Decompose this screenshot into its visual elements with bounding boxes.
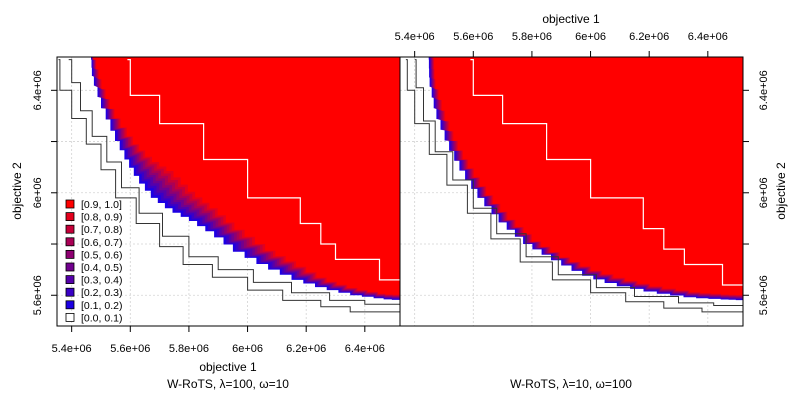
legend-label: [0.5, 0.6) xyxy=(81,249,122,261)
legend-swatch xyxy=(65,262,75,272)
outer-attainment-line xyxy=(414,59,743,307)
legend-swatch xyxy=(65,224,75,234)
panel-subtitle-left: W-RoTS, λ=100, ω=10 xyxy=(167,377,289,391)
axes: 5.4e+06 5.4e+06 5.6e+06 5.6e+06 5.8e+06 5.8e+… xyxy=(32,31,770,355)
best-attainment-line xyxy=(127,59,400,281)
x-tick-label-top: 5.8e+06 xyxy=(512,31,552,43)
x-tick-label-bottom: 5.8e+06 xyxy=(169,343,209,355)
x-tick-label-bottom: 5.6e+06 xyxy=(110,343,150,355)
x-tick-label-top: 5.4e+06 xyxy=(395,31,435,43)
outer-attainment-line xyxy=(68,59,400,306)
legend-swatch xyxy=(65,312,75,322)
outer-attainment-line xyxy=(58,59,400,314)
y-axis-title-right: objective 2 xyxy=(774,162,788,220)
legend-label: [0.8, 0.9) xyxy=(81,212,122,224)
attainment-band-9 xyxy=(93,57,400,296)
x-tick-label-bottom: 6e+06 xyxy=(232,343,263,355)
outer-attainment-line xyxy=(405,59,743,314)
legend-label: [0.1, 0.2) xyxy=(81,300,122,312)
legend-swatch xyxy=(65,287,75,297)
attainment-band-9 xyxy=(433,57,743,296)
y-tick-label-left: 5.6e+06 xyxy=(32,275,44,315)
y-tick-label-left: 6.4e+06 xyxy=(32,70,44,110)
panel-1-plot-area xyxy=(57,57,400,326)
legend-label: [0.0, 0.1) xyxy=(81,312,122,324)
y-tick-label-right: 5.6e+06 xyxy=(758,275,770,315)
y-tick-label-right: 6e+06 xyxy=(758,177,770,208)
x-axis-title-bottom: objective 1 xyxy=(199,360,257,374)
x-tick-label-bottom: 5.4e+06 xyxy=(52,343,92,355)
legend-swatch xyxy=(65,199,75,209)
y-axis-title-left: objective 2 xyxy=(10,162,24,220)
panel-2-frame xyxy=(399,56,744,327)
legend-label: [0.6, 0.7) xyxy=(81,237,122,249)
x-tick-label-top: 6.2e+06 xyxy=(629,31,669,43)
legend-swatch xyxy=(65,237,75,247)
y-tick-label-left: 6e+06 xyxy=(32,177,44,208)
best-attainment-line xyxy=(470,59,743,286)
legend-swatch xyxy=(65,275,75,285)
left-panel xyxy=(56,56,401,327)
legend-label: [0.7, 0.8) xyxy=(81,224,122,236)
x-tick-label-top: 6e+06 xyxy=(575,31,606,43)
panel-subtitle-right: W-RoTS, λ=10, ω=100 xyxy=(510,377,632,391)
x-axis-title-top: objective 1 xyxy=(542,12,600,26)
x-tick-label-bottom: 6.4e+06 xyxy=(345,343,385,355)
right-panel xyxy=(399,56,744,327)
legend-swatch xyxy=(65,212,75,222)
legend: [0.9, 1.0][0.8, 0.9)[0.7, 0.8)[0.6, 0.7)… xyxy=(65,199,122,324)
legend-label: [0.2, 0.3) xyxy=(81,287,122,299)
x-tick-label-top: 6.4e+06 xyxy=(688,31,728,43)
y-tick-label-right: 6.4e+06 xyxy=(758,70,770,110)
legend-swatch xyxy=(65,249,75,259)
x-tick-label-top: 5.6e+06 xyxy=(453,31,493,43)
legend-label: [0.9, 1.0] xyxy=(81,199,122,211)
x-tick-label-bottom: 6.2e+06 xyxy=(286,343,326,355)
legend-label: [0.4, 0.5) xyxy=(81,262,122,274)
legend-label: [0.3, 0.4) xyxy=(81,275,122,287)
panel-2-plot-area xyxy=(400,57,743,326)
legend-swatch xyxy=(65,300,75,310)
